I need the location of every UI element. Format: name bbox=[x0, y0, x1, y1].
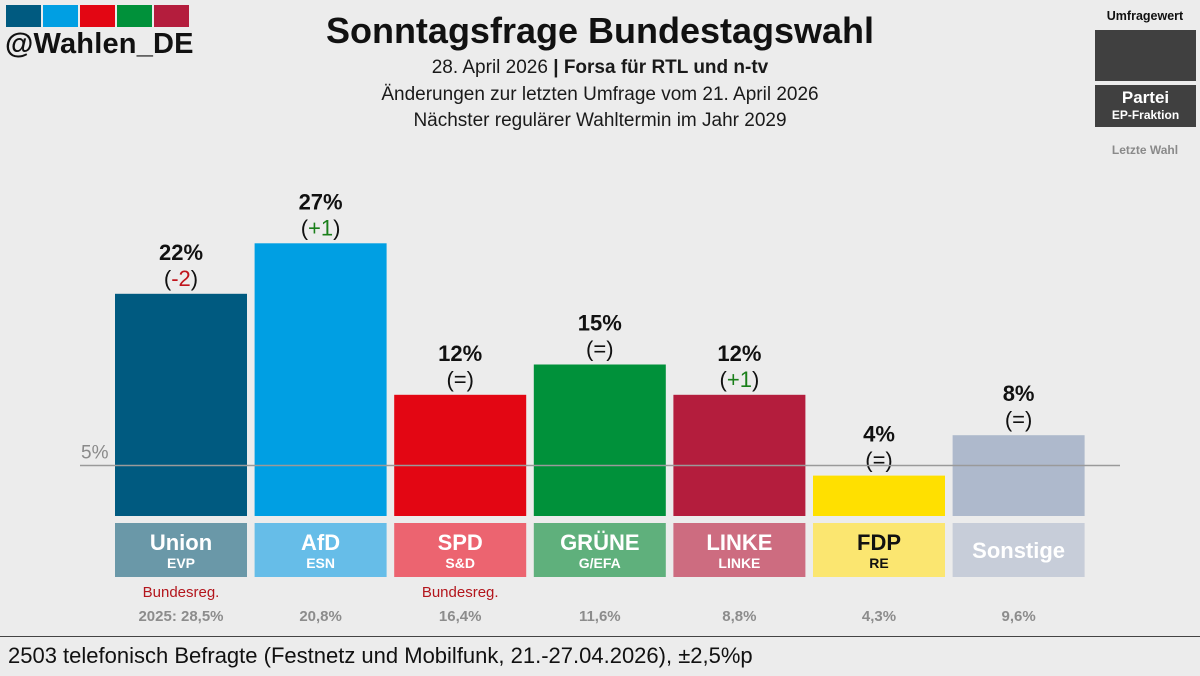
party-label-box-4 bbox=[533, 523, 666, 577]
footer-note: 2503 telefonisch Befragte (Festnetz und … bbox=[8, 643, 753, 668]
value-label-3: 12% bbox=[438, 341, 482, 366]
legend-poll-box bbox=[1095, 30, 1196, 81]
logo-color-5 bbox=[154, 5, 189, 27]
change-label-7: (=) bbox=[1005, 407, 1033, 432]
last-election-1: 2025: 28,5% bbox=[138, 608, 223, 625]
logo-color-3 bbox=[80, 5, 115, 27]
value-label-7: 8% bbox=[1003, 381, 1035, 406]
party-label-box-6 bbox=[813, 523, 945, 577]
ep-group-5: LINKE bbox=[718, 555, 760, 571]
legend-ep-group: EP-Fraktion bbox=[1111, 108, 1180, 122]
change-label-1: (-2) bbox=[164, 266, 198, 291]
party-name-4: GRÜNE bbox=[560, 530, 639, 555]
value-label-1: 22% bbox=[159, 240, 203, 265]
party-label-box-2 bbox=[254, 523, 387, 577]
last-election-3: 16,4% bbox=[439, 608, 482, 625]
party-label-box-1 bbox=[115, 523, 247, 577]
bar-2 bbox=[254, 243, 387, 517]
ep-group-6: RE bbox=[869, 555, 888, 571]
threshold-label: 5% bbox=[81, 443, 109, 464]
change-label-5: (+1) bbox=[720, 367, 760, 392]
ep-group-4: G/EFA bbox=[579, 555, 621, 571]
party-label-box-5 bbox=[673, 523, 806, 577]
legend-last-election: Letzte Wahl bbox=[1111, 143, 1179, 157]
party-name-5: LINKE bbox=[706, 530, 772, 555]
value-label-5: 12% bbox=[717, 341, 761, 366]
logo-color-4 bbox=[117, 5, 152, 27]
bar-4 bbox=[533, 364, 666, 516]
value-label-2: 27% bbox=[299, 189, 343, 214]
government-label-3: Bundesreg. bbox=[422, 584, 499, 601]
last-election-4: 11,6% bbox=[579, 608, 621, 625]
subtitle-changes: Änderungen zur letzten Umfrage vom 21. A… bbox=[381, 84, 819, 105]
value-label-6: 4% bbox=[863, 422, 895, 447]
party-label-box-7 bbox=[952, 523, 1085, 577]
change-label-6: (=) bbox=[865, 448, 893, 473]
ep-group-1: EVP bbox=[167, 555, 195, 571]
legend-party: Partei bbox=[1121, 88, 1170, 107]
bar-7 bbox=[952, 435, 1085, 516]
party-label-box-3 bbox=[394, 523, 527, 577]
bar-6 bbox=[813, 475, 945, 516]
logo-strip bbox=[6, 5, 189, 27]
party-name-1: Union bbox=[150, 530, 212, 555]
bar-5 bbox=[673, 394, 806, 516]
footer-divider bbox=[0, 636, 1200, 637]
logo-color-1 bbox=[6, 5, 41, 27]
account-handle[interactable]: @Wahlen_DE bbox=[5, 28, 194, 60]
ep-group-2: ESN bbox=[306, 555, 335, 571]
party-name-7: Sonstige bbox=[972, 538, 1065, 563]
last-election-5: 8,8% bbox=[722, 608, 756, 625]
bar-1 bbox=[115, 293, 247, 516]
party-name-2: AfD bbox=[301, 530, 340, 555]
poll-date: 28. April 2026 bbox=[431, 57, 548, 78]
chart-title: Sonntagsfrage Bundestagswahl bbox=[325, 10, 875, 51]
last-election-2: 20,8% bbox=[299, 608, 342, 625]
party-name-3: SPD bbox=[438, 530, 483, 555]
subtitle-next-election: Nächster regulärer Wahltermin im Jahr 20… bbox=[413, 110, 787, 131]
subtitle-date-institute: 28. April 2026 | Forsa für RTL und n-tv bbox=[431, 57, 769, 78]
last-election-7: 9,6% bbox=[1001, 608, 1035, 625]
last-election-6: 4,3% bbox=[862, 608, 896, 625]
legend-party-box: Partei EP-Fraktion bbox=[1095, 85, 1196, 127]
legend-poll-value: Umfragewert bbox=[1106, 9, 1184, 23]
poll-institute: Forsa für RTL und n-tv bbox=[563, 57, 769, 78]
change-label-4: (=) bbox=[586, 337, 614, 362]
change-label-2: (+1) bbox=[301, 215, 341, 240]
bar-3 bbox=[394, 394, 527, 516]
value-label-4: 15% bbox=[578, 311, 622, 336]
party-name-6: FDP bbox=[857, 530, 901, 555]
logo-color-2 bbox=[43, 5, 78, 27]
change-label-3: (=) bbox=[446, 367, 474, 392]
government-label-1: Bundesreg. bbox=[143, 584, 220, 601]
ep-group-3: S&D bbox=[445, 555, 475, 571]
